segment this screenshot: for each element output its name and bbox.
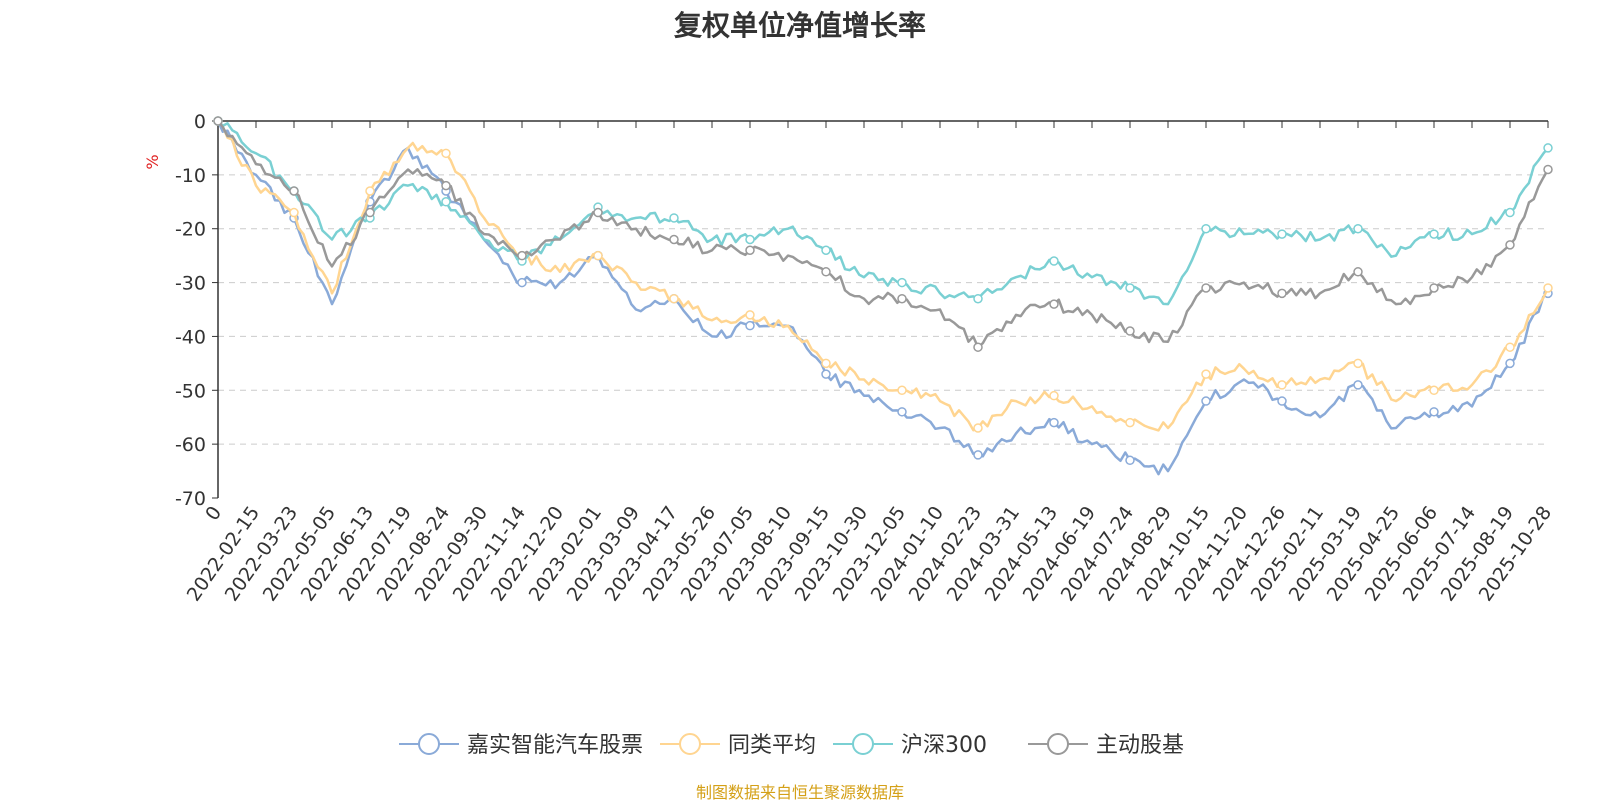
data-point [1201, 223, 1211, 234]
data-point [1201, 369, 1211, 379]
data-point [1353, 358, 1363, 369]
data-point [1353, 380, 1363, 390]
data-point [973, 450, 983, 460]
data-point [1505, 207, 1515, 218]
data-point [897, 385, 907, 396]
y-tick-label: 0 [194, 111, 206, 133]
data-point [1505, 358, 1515, 369]
data-point [441, 148, 451, 159]
data-point [821, 358, 831, 369]
data-point [441, 197, 451, 207]
legend-label: 同类平均 [728, 733, 816, 758]
series-line [217, 120, 1550, 432]
chart-title: 复权单位净值增长率 [673, 9, 926, 42]
data-point [669, 293, 679, 304]
data-point [1353, 267, 1363, 277]
legend-label: 嘉实智能汽车股票 [467, 733, 643, 758]
y-tick-label: -10 [175, 165, 206, 187]
data-point [897, 277, 907, 288]
data-point [669, 234, 679, 245]
source-note: 制图数据来自恒生聚源数据库 [695, 783, 904, 802]
y-tick-label: -70 [175, 488, 206, 510]
data-point [1429, 229, 1439, 239]
y-tick-label: -30 [175, 273, 206, 295]
data-point [1543, 164, 1553, 175]
legend-label: 沪深300 [901, 733, 987, 758]
data-point [1353, 223, 1363, 234]
data-point [441, 180, 451, 191]
data-point [517, 250, 527, 261]
data-point [1277, 288, 1287, 299]
data-point [1277, 229, 1287, 239]
data-point [897, 293, 907, 304]
legend-label: 主动股基 [1096, 733, 1184, 758]
legend-item[interactable]: 同类平均 [660, 733, 816, 758]
data-point [973, 293, 983, 304]
data-point [1543, 283, 1553, 293]
y-tick-label: -20 [175, 219, 206, 241]
data-point [1125, 417, 1135, 428]
data-point [289, 186, 299, 196]
legend-swatch-marker [418, 733, 440, 755]
legend-swatch-marker [679, 733, 701, 755]
data-point [1429, 385, 1439, 396]
data-point [1429, 283, 1439, 293]
data-point [593, 250, 603, 261]
data-point [821, 245, 831, 256]
data-point [745, 320, 755, 331]
data-point [1049, 256, 1059, 266]
data-point [1429, 407, 1439, 417]
data-point [745, 245, 755, 256]
data-point [593, 207, 603, 218]
y-tick-label: -50 [175, 380, 206, 402]
legend-swatch-marker [1047, 733, 1069, 755]
data-point [1543, 143, 1553, 153]
data-point [821, 267, 831, 277]
legend-swatch-marker [852, 733, 874, 755]
y-tick-label: -40 [175, 326, 206, 348]
data-point [821, 369, 831, 379]
data-point [365, 186, 375, 196]
data-point [1505, 342, 1515, 352]
data-point [745, 234, 755, 245]
data-point [213, 116, 223, 126]
data-point [1277, 380, 1287, 390]
data-point [1125, 326, 1135, 336]
data-point [1277, 396, 1287, 406]
series-lines [213, 116, 1553, 476]
data-point [1125, 283, 1135, 293]
legend-item[interactable]: 主动股基 [1028, 733, 1184, 758]
data-point [1201, 396, 1211, 406]
legend-item[interactable]: 沪深300 [833, 733, 987, 758]
y-tick-label: -60 [175, 434, 206, 456]
series-line [217, 120, 1549, 306]
data-point [1049, 390, 1059, 401]
data-point [517, 277, 527, 288]
legend: 嘉实智能汽车股票 同类平均 沪深300 主动股基 [399, 733, 1184, 758]
data-point [897, 407, 907, 417]
x-tick-label: 0 [201, 502, 226, 525]
series-line [217, 120, 1550, 349]
data-point [669, 213, 679, 223]
data-point [973, 423, 983, 433]
data-point [973, 342, 983, 352]
data-point [1201, 283, 1211, 293]
y-axis-label: % [143, 154, 162, 169]
axes: 0-10-20-30-40-50-60-70%02022-02-152022-0… [143, 111, 1556, 605]
legend-item[interactable]: 嘉实智能汽车股票 [399, 733, 643, 758]
data-point [365, 207, 375, 218]
grid-lines [218, 174, 1548, 445]
data-point [1049, 417, 1059, 428]
data-point [289, 207, 299, 218]
data-point [745, 310, 755, 320]
data-point [1505, 240, 1515, 250]
data-point [1049, 299, 1059, 309]
data-point [1125, 455, 1135, 466]
